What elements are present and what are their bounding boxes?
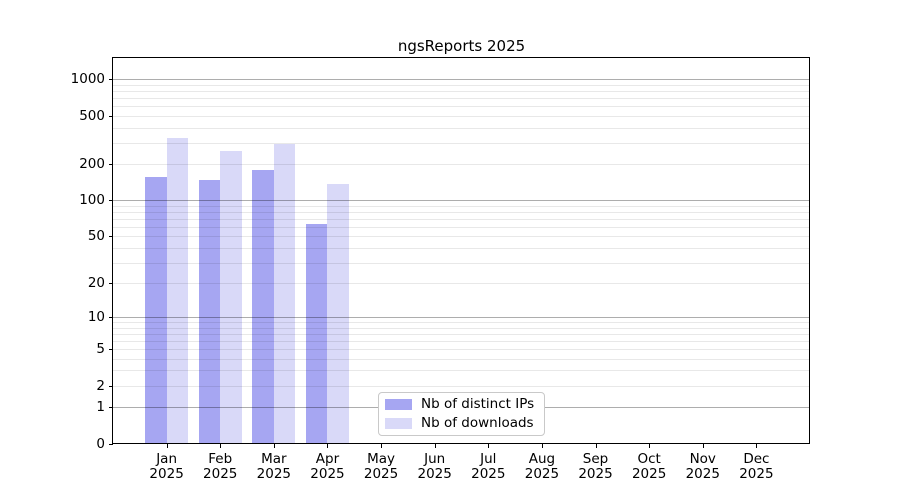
y-tick-label: 10 (87, 309, 105, 326)
gridline-minor (113, 163, 810, 165)
legend-swatch-downloads-icon (385, 418, 412, 429)
y-tick-label: 1 (96, 398, 105, 415)
x-tick-mark (595, 444, 597, 448)
x-tick-label-feb: Feb 2025 (203, 450, 238, 482)
gridline-minor (113, 91, 810, 93)
x-tick-mark (220, 444, 222, 448)
gridline-minor (113, 127, 810, 129)
x-tick-label-mar: Mar 2025 (256, 450, 292, 482)
x-tick-mark (273, 444, 275, 448)
bar-downloads-feb (220, 151, 242, 444)
y-tick-label: 200 (79, 155, 105, 172)
chart-title: ngsReports 2025 (397, 37, 526, 55)
x-tick-label-nov: Nov 2025 (685, 450, 720, 482)
y-tick-mark (109, 79, 113, 81)
x-tick-label-oct: Oct 2025 (631, 450, 667, 482)
x-tick-mark (649, 444, 651, 448)
bar-downloads-apr (327, 183, 349, 444)
gridline-minor (113, 84, 810, 86)
y-tick-mark (109, 317, 113, 319)
x-tick-mark (756, 444, 758, 448)
y-tick-label: 1000 (70, 71, 105, 88)
y-tick-mark (109, 283, 113, 285)
y-tick-label: 50 (87, 228, 105, 245)
y-tick-mark (109, 163, 113, 165)
bar-downloads-jan (166, 138, 189, 444)
legend-label-downloads: Nb of downloads (421, 415, 534, 431)
y-tick-mark (109, 349, 113, 351)
legend-label-distinct-ips: Nb of distinct IPs (421, 396, 535, 412)
x-tick-mark (488, 444, 490, 448)
bar-downloads-mar (273, 144, 296, 444)
x-tick-label-apr: Apr 2025 (310, 450, 345, 482)
gridline-minor (113, 142, 810, 144)
x-tick-mark (434, 444, 436, 448)
y-tick-label: 2 (96, 377, 105, 394)
bar-distinct-ips-jan (145, 176, 167, 444)
y-tick-label: 0 (96, 435, 105, 452)
legend-swatch-distinct-ips-icon (385, 399, 412, 410)
x-tick-mark (541, 444, 543, 448)
bar-distinct-ips-apr (305, 224, 328, 444)
x-tick-mark (166, 444, 168, 448)
x-tick-mark (702, 444, 704, 448)
y-tick-label: 500 (79, 107, 105, 124)
x-tick-label-sep: Sep 2025 (578, 450, 613, 482)
x-tick-label-jan: Jan 2025 (149, 450, 184, 482)
x-tick-label-dec: Dec 2025 (739, 450, 774, 482)
legend-item-distinct-ips: Nb of distinct IPs (385, 397, 538, 412)
gridline-major (113, 79, 810, 81)
y-tick-mark (109, 200, 113, 202)
y-tick-label: 100 (79, 192, 105, 209)
y-tick-mark (109, 115, 113, 117)
bar-distinct-ips-feb (198, 180, 221, 444)
gridline-minor (113, 106, 810, 108)
x-tick-label-jul: Jul 2025 (471, 450, 506, 482)
y-tick-mark (109, 406, 113, 408)
y-tick-mark (109, 385, 113, 387)
y-tick-label: 5 (96, 341, 105, 358)
x-tick-mark (381, 444, 383, 448)
y-tick-label: 20 (87, 275, 105, 292)
bar-distinct-ips-mar (252, 170, 274, 444)
x-tick-label-aug: Aug 2025 (524, 450, 560, 482)
legend-item-downloads: Nb of downloads (385, 416, 538, 431)
gridline-minor (113, 98, 810, 100)
legend: Nb of distinct IPs Nb of downloads (378, 392, 545, 436)
gridline-minor (113, 115, 810, 117)
x-tick-label-may: May 2025 (363, 450, 399, 482)
x-tick-mark (327, 444, 329, 448)
x-tick-label-jun: Jun 2025 (417, 450, 452, 482)
y-tick-mark (109, 443, 113, 445)
y-tick-mark (109, 236, 113, 238)
